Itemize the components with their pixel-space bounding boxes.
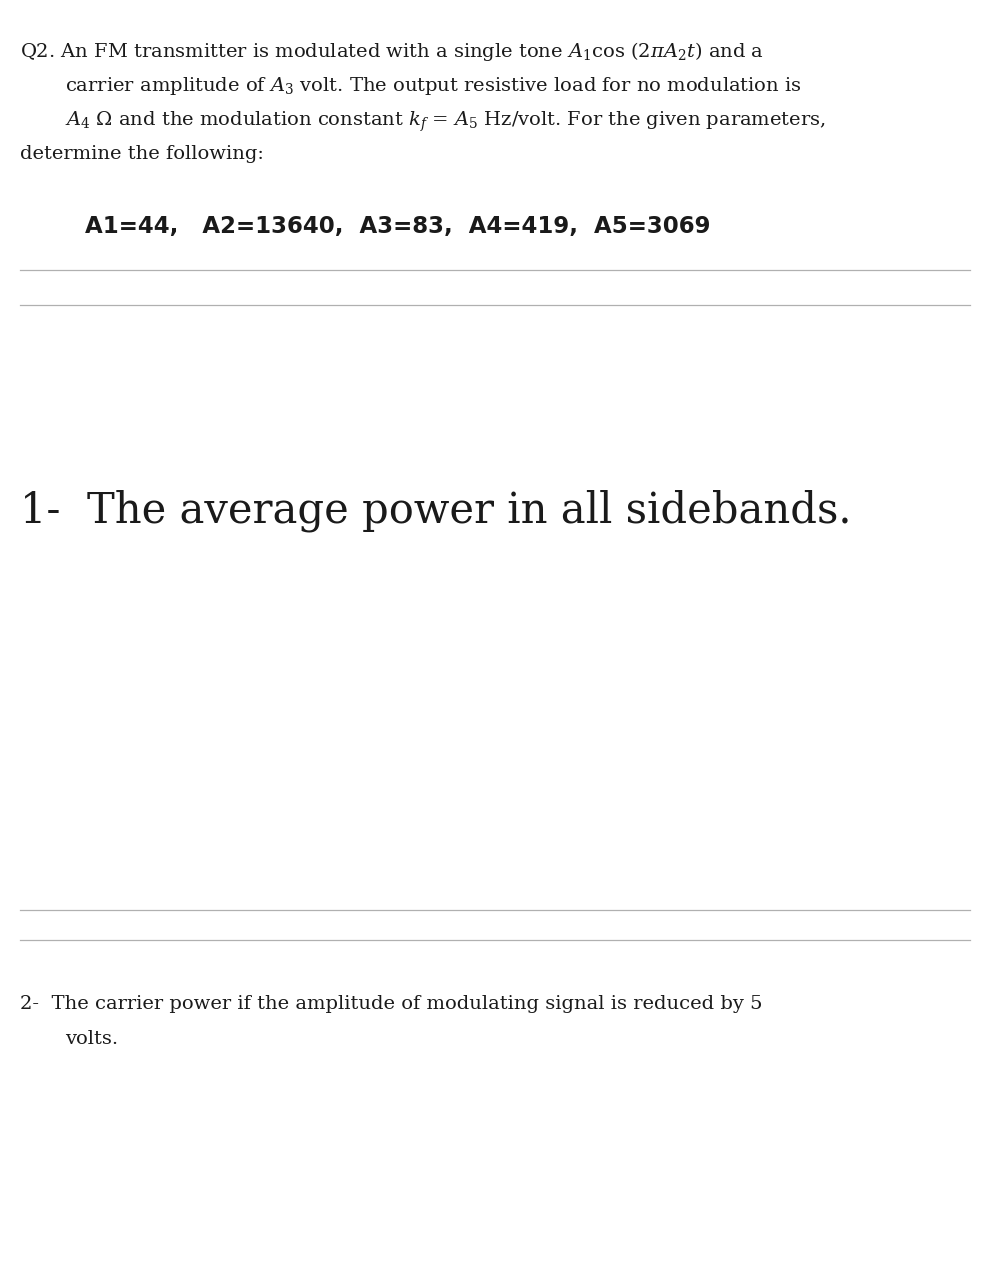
Text: carrier amplitude of $A_3$ volt. The output resistive load for no modulation is: carrier amplitude of $A_3$ volt. The out… xyxy=(65,76,802,97)
Text: $A_4$ $\Omega$ and the modulation constant $k_f$ = $A_5$ Hz/volt. For the given : $A_4$ $\Omega$ and the modulation consta… xyxy=(65,110,826,134)
Text: volts.: volts. xyxy=(65,1030,118,1048)
Text: 1-  The average power in all sidebands.: 1- The average power in all sidebands. xyxy=(20,490,851,532)
Text: Q2. An FM transmitter is modulated with a single tone $A_1$cos $(2\pi A_2 t)$ an: Q2. An FM transmitter is modulated with … xyxy=(20,40,764,63)
Text: A1=44,   A2=13640,  A3=83,  A4=419,  A5=3069: A1=44, A2=13640, A3=83, A4=419, A5=3069 xyxy=(85,215,711,238)
Text: 2-  The carrier power if the amplitude of modulating signal is reduced by 5: 2- The carrier power if the amplitude of… xyxy=(20,995,762,1012)
Text: determine the following:: determine the following: xyxy=(20,145,264,163)
